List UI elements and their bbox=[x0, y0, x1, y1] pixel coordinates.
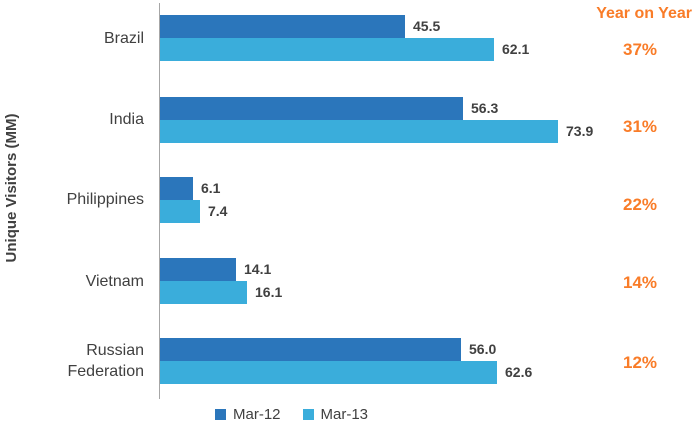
bar-value-label: 56.3 bbox=[471, 99, 499, 116]
bar-value-label: 73.9 bbox=[566, 122, 594, 139]
yoy-value: 12% bbox=[622, 353, 658, 372]
bar-value-label: 45.5 bbox=[413, 18, 441, 34]
bar-mar-12 bbox=[160, 337, 461, 361]
category-label: Philippines bbox=[66, 191, 144, 208]
legend-item-mar-13: Mar-13 bbox=[302, 406, 369, 423]
legend-swatch-icon bbox=[302, 409, 314, 420]
yoy-header: Year on Year bbox=[596, 5, 692, 22]
bar-mar-13 bbox=[160, 119, 558, 143]
bar-mar-12 bbox=[160, 96, 463, 120]
bar-value-label: 16.1 bbox=[255, 284, 283, 300]
bar-value-label: 14.1 bbox=[244, 261, 272, 277]
bar-mar-13 bbox=[160, 360, 497, 384]
legend-swatch-icon bbox=[215, 409, 226, 420]
category-label: Vietnam bbox=[85, 272, 144, 290]
bar-mar-13 bbox=[160, 199, 200, 223]
bar-mar-12 bbox=[160, 176, 193, 200]
bar-mar-13 bbox=[160, 38, 494, 61]
yoy-value: 37% bbox=[622, 40, 658, 59]
legend-item-mar-12: Mar-12 bbox=[215, 406, 281, 423]
category-label: India bbox=[109, 111, 144, 128]
yoy-value: 14% bbox=[622, 273, 658, 292]
bar-value-label: 62.6 bbox=[505, 363, 533, 380]
bar-mar-12 bbox=[160, 15, 405, 38]
legend: Mar-12 Mar-13 bbox=[215, 406, 368, 423]
bar-value-label: 62.1 bbox=[502, 41, 530, 57]
yoy-value: 31% bbox=[622, 117, 658, 136]
category-label: Brazil bbox=[103, 29, 144, 47]
bar-value-label: 6.1 bbox=[201, 179, 221, 196]
yoy-value: 22% bbox=[622, 195, 658, 214]
bar-value-label: 7.4 bbox=[208, 202, 228, 219]
legend-label: Mar-12 bbox=[233, 406, 281, 423]
category-label: Russian Federation bbox=[67, 341, 145, 380]
legend-label: Mar-13 bbox=[320, 406, 369, 423]
bar-value-label: 56.0 bbox=[469, 340, 497, 357]
bar-mar-13 bbox=[160, 281, 247, 304]
y-axis-line bbox=[159, 3, 160, 399]
bar-mar-12 bbox=[160, 258, 236, 281]
